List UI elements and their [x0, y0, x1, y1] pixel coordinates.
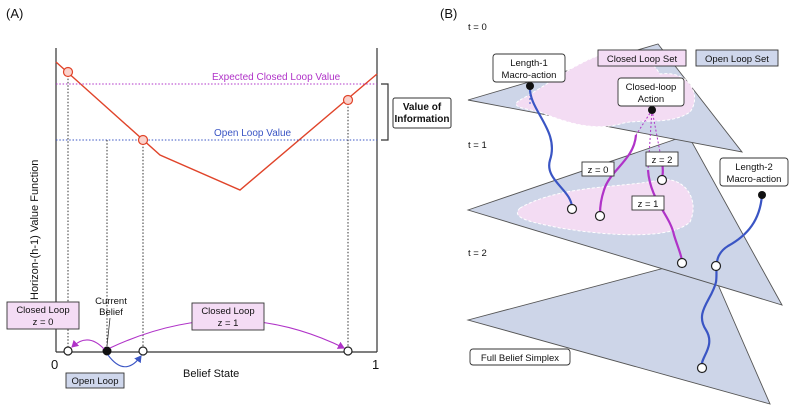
- node-length2-end: [696, 362, 708, 374]
- full-simplex-text: Full Belief Simplex: [481, 353, 559, 364]
- value-point-open: [137, 134, 149, 146]
- length1-line-2: Macro-action: [502, 70, 557, 81]
- closed-set-t1: [517, 179, 694, 236]
- closed-action-line-1: Closed-loop: [626, 82, 677, 93]
- closed-loop-z0-line-2: z = 0: [33, 317, 54, 328]
- traj-length2: [700, 194, 764, 367]
- proj-z0: [635, 109, 653, 136]
- length2-line-2: Macro-action: [727, 174, 782, 185]
- y-axis-label: Horizon-(h-1) Value Function: [29, 160, 41, 300]
- closed-loop-set-box: [597, 49, 687, 67]
- z2-box: [645, 151, 679, 167]
- x-tick-0: 0: [51, 357, 58, 372]
- z0-box: [581, 161, 615, 177]
- open-loop-set-box: [695, 49, 779, 67]
- closed-loop-z1-line-2: z = 1: [218, 318, 239, 329]
- z1-text: z = 1: [638, 199, 659, 210]
- open-loop-box: [65, 372, 125, 389]
- panel-a-label: (A): [6, 6, 23, 21]
- expected-closed-loop-text: Expected Closed Loop Value: [212, 72, 341, 83]
- belief-point-open: [138, 346, 148, 356]
- t1-label: t = 1: [468, 140, 487, 151]
- current-belief-pointer: [106, 317, 111, 347]
- voi-line-2: Information: [395, 114, 450, 125]
- belief-point-z1: [343, 346, 353, 356]
- traj-length1: [528, 85, 574, 209]
- node-z2-end: [656, 174, 668, 186]
- panel-a: (A) Horizon-(h-1) Value Function 0 1 Bel…: [6, 6, 452, 389]
- closed-loop-z1-box: [191, 302, 265, 331]
- traj-z1: [646, 169, 684, 263]
- open-loop-set-text: Open Loop Set: [705, 54, 769, 65]
- x-tick-1: 1: [372, 357, 379, 372]
- value-function-line: [55, 61, 378, 191]
- value-point-z1: [342, 94, 354, 106]
- node-closed-action: [648, 106, 656, 114]
- value-point-z0: [62, 66, 74, 78]
- t0-label: t = 0: [468, 22, 487, 33]
- closed-loop-z0-line-1: Closed Loop: [16, 305, 69, 316]
- closed-loop-set-text: Closed Loop Set: [607, 54, 678, 65]
- length2-line-1: Length-2: [735, 162, 773, 173]
- closed-action-line-2: Action: [638, 94, 664, 105]
- open-loop-text: Open Loop: [71, 376, 118, 387]
- length1-line-1: Length-1: [510, 58, 548, 69]
- traj-z0: [598, 134, 638, 215]
- closed-loop-z1-line-1: Closed Loop: [201, 306, 254, 317]
- panel-b-label: (B): [440, 6, 457, 21]
- node-length1-start: [526, 82, 534, 90]
- plane-t2: [466, 256, 771, 405]
- proj-z2: [651, 109, 661, 153]
- arc-open-loop: [107, 354, 142, 368]
- panel-b: (B) t = 0 t = 1 t = 2: [440, 6, 789, 405]
- closed-loop-z0-box: [6, 301, 80, 330]
- closed-action-box: [617, 77, 685, 107]
- z2-text: z = 2: [652, 155, 673, 166]
- current-belief-line-2: Belief: [99, 307, 123, 318]
- node-z0-end: [594, 210, 606, 222]
- z0-text: z = 0: [588, 165, 609, 176]
- node-length2-mid: [710, 260, 722, 272]
- open-loop-value-text: Open Loop Value: [214, 128, 292, 139]
- belief-point-z0: [63, 346, 73, 356]
- voi-box: [392, 97, 452, 129]
- node-z1-end: [676, 257, 688, 269]
- x-axis-label: Belief State: [183, 368, 239, 380]
- node-length1-end: [566, 203, 578, 215]
- belief-point-current: [102, 346, 112, 356]
- z1-box: [631, 195, 665, 211]
- voi-bracket: [381, 83, 389, 141]
- voi-line-1: Value of: [403, 102, 442, 113]
- node-length2-start: [758, 191, 766, 199]
- t2-label: t = 2: [468, 248, 487, 259]
- full-simplex-box: [469, 348, 571, 366]
- length1-box: [492, 53, 566, 83]
- arc-closed-loop-z0: [71, 339, 105, 350]
- current-belief-line-1: Current: [95, 296, 127, 307]
- length2-box: [719, 157, 789, 187]
